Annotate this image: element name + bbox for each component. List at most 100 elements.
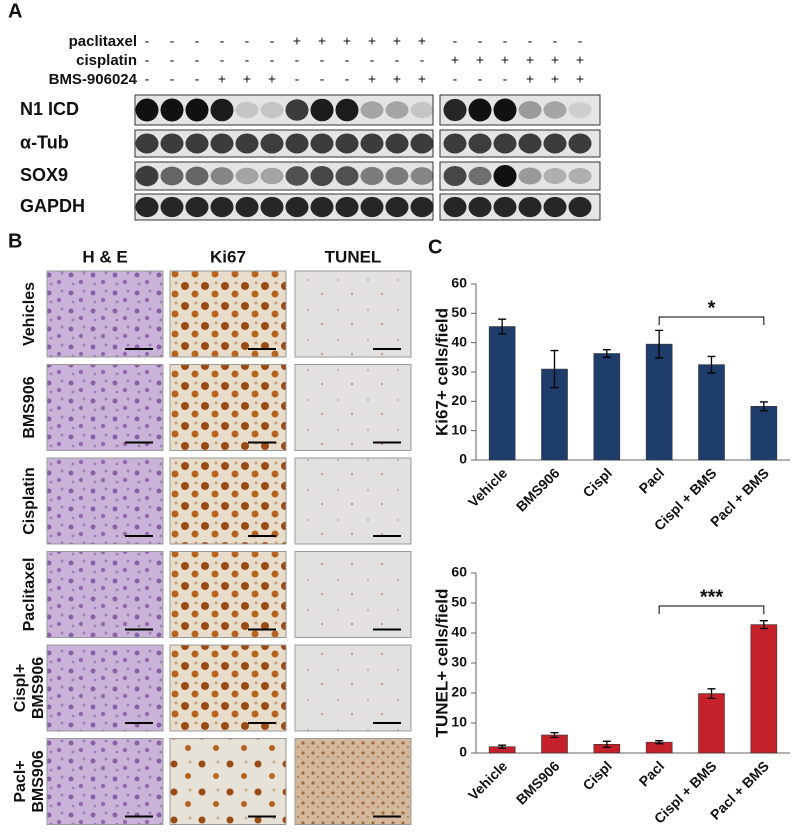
band xyxy=(360,101,384,119)
y-tick-label: 0 xyxy=(459,744,467,760)
band xyxy=(260,196,284,218)
band xyxy=(235,196,259,218)
row-label: Pacl+ xyxy=(12,760,29,802)
band xyxy=(235,133,259,154)
blot-frame xyxy=(439,94,601,126)
significance-bracket xyxy=(658,316,765,325)
sign: - xyxy=(553,33,558,49)
y-tick-label: 60 xyxy=(451,564,467,580)
sign: - xyxy=(145,52,150,68)
sign: - xyxy=(478,33,483,49)
sign: - xyxy=(220,52,225,68)
band xyxy=(360,167,384,185)
x-tick-label: Cispl xyxy=(579,758,615,794)
band xyxy=(518,101,542,119)
band xyxy=(568,168,592,184)
band xyxy=(543,101,567,119)
sign: + xyxy=(343,33,351,49)
sign: - xyxy=(220,33,225,49)
sign: - xyxy=(453,33,458,49)
row-label: Cispl+ xyxy=(12,664,29,712)
error-bar xyxy=(655,329,664,359)
significance-label: *** xyxy=(700,586,724,608)
band xyxy=(443,98,467,122)
error-bar xyxy=(602,740,611,748)
row-label: BMS906 xyxy=(30,657,47,719)
band xyxy=(410,167,434,185)
band xyxy=(310,196,334,218)
sign: + xyxy=(243,71,251,87)
band xyxy=(543,133,567,154)
band xyxy=(385,101,409,119)
band xyxy=(468,133,492,154)
micrograph xyxy=(46,364,164,451)
band xyxy=(135,165,159,187)
panel-label: B xyxy=(8,230,22,252)
band xyxy=(385,167,409,185)
sign: + xyxy=(393,71,401,87)
bar xyxy=(645,343,673,461)
sign: + xyxy=(501,52,509,68)
band xyxy=(568,133,592,154)
sign: + xyxy=(368,33,376,49)
blot-frame xyxy=(439,161,601,191)
band xyxy=(335,98,359,122)
x-tick-label: BMS906 xyxy=(513,758,563,808)
sign: + xyxy=(526,52,534,68)
micrograph xyxy=(294,364,412,451)
blot-label: N1 ICD xyxy=(20,99,79,119)
sign: - xyxy=(245,33,250,49)
sign: - xyxy=(245,52,250,68)
band xyxy=(468,196,492,218)
micrograph xyxy=(169,738,287,825)
band xyxy=(135,133,159,154)
micrograph xyxy=(169,364,287,451)
micrograph xyxy=(46,551,164,638)
micrograph xyxy=(169,644,287,732)
band xyxy=(543,168,567,184)
band xyxy=(135,196,159,218)
band xyxy=(285,99,309,121)
band xyxy=(493,98,517,122)
band xyxy=(285,166,309,186)
panel-label: A xyxy=(8,0,22,22)
bar xyxy=(698,364,725,461)
blot-frame xyxy=(134,94,434,126)
band xyxy=(335,133,359,154)
micrograph xyxy=(294,644,412,732)
row-label: BMS906 xyxy=(30,750,47,812)
blot-label: GAPDH xyxy=(20,196,85,216)
sign: - xyxy=(195,33,200,49)
micrograph xyxy=(294,551,412,638)
error-bar xyxy=(655,740,664,745)
x-tick-label: Vehicle xyxy=(465,758,511,804)
bar xyxy=(750,624,778,754)
sign: - xyxy=(145,33,150,49)
micrograph xyxy=(169,551,287,638)
sign: + xyxy=(318,33,326,49)
band xyxy=(443,166,467,186)
error-bar xyxy=(759,620,768,630)
micrograph xyxy=(294,457,412,545)
column-header: TUNEL xyxy=(325,247,382,266)
sign: + xyxy=(418,71,426,87)
sign: - xyxy=(528,33,533,49)
sign: - xyxy=(195,71,200,87)
bar xyxy=(750,406,778,461)
blot-label: SOX9 xyxy=(20,165,68,185)
band xyxy=(443,133,467,154)
error-bar xyxy=(707,688,716,700)
band xyxy=(160,133,184,154)
sign: - xyxy=(145,71,150,87)
band xyxy=(543,196,567,218)
sign: + xyxy=(293,33,301,49)
band xyxy=(285,196,309,218)
band xyxy=(410,101,434,119)
sign: - xyxy=(320,52,325,68)
micrograph xyxy=(46,270,164,358)
bar xyxy=(593,353,621,461)
column-header: H & E xyxy=(82,247,127,266)
band xyxy=(360,196,384,218)
row-label: Paclitaxel xyxy=(21,558,38,632)
sign: - xyxy=(370,52,375,68)
